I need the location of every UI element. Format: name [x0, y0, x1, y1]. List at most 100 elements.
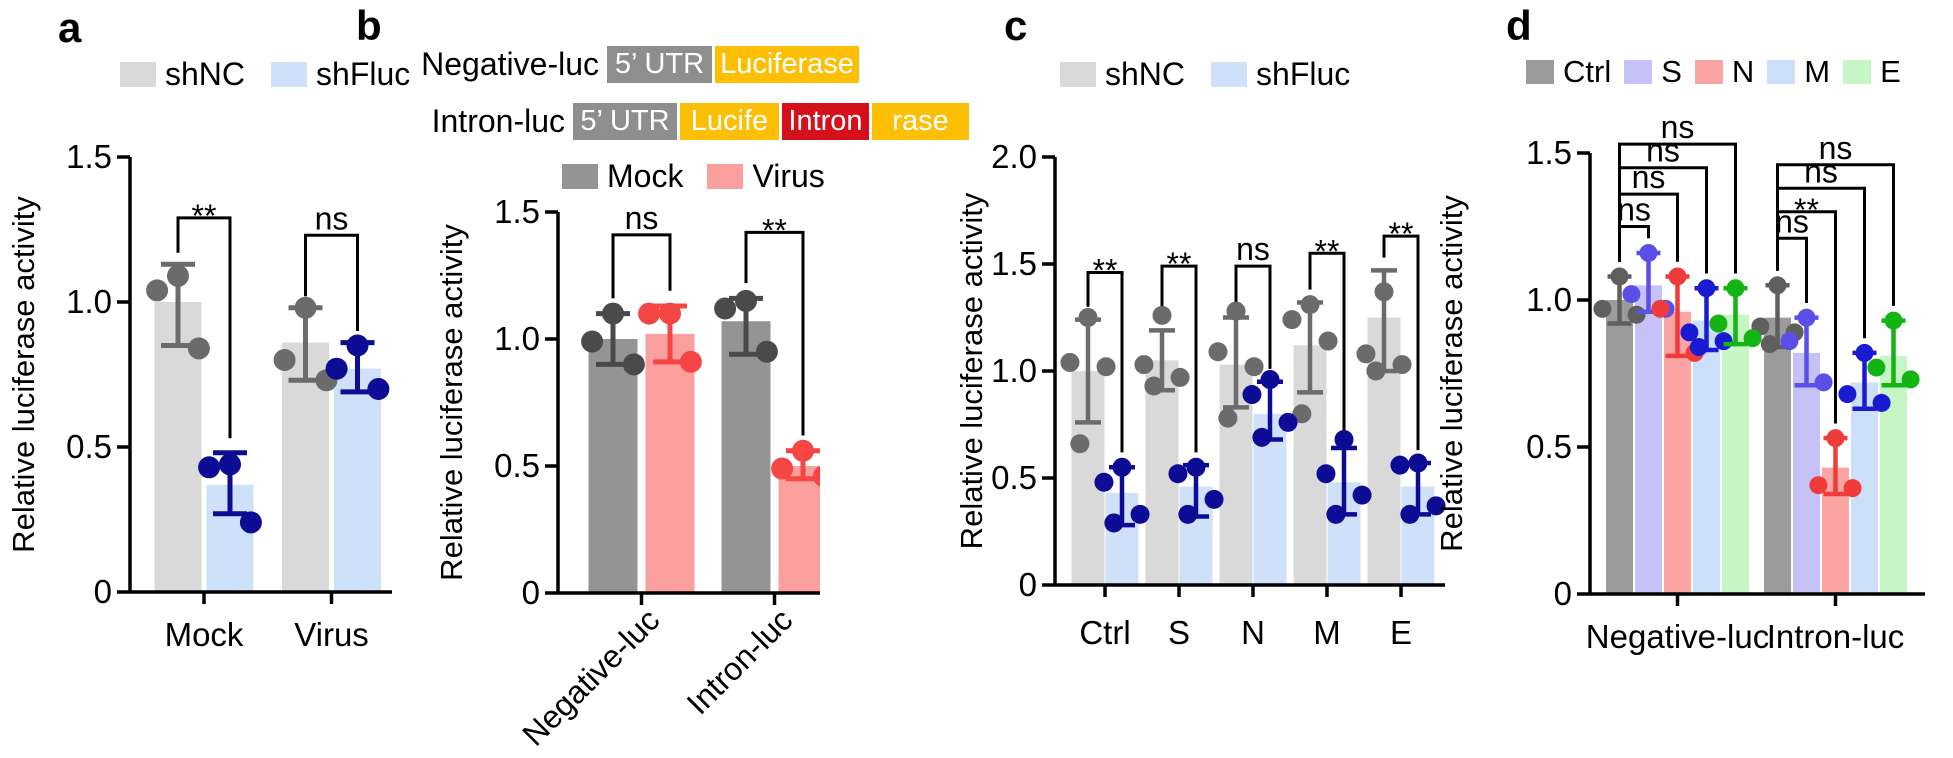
legend-swatch: [1526, 60, 1554, 84]
svg-text:1.5: 1.5: [991, 245, 1037, 282]
svg-text:ns: ns: [1775, 203, 1809, 239]
svg-text:ns: ns: [1632, 159, 1666, 195]
panel-letter-d: d: [1506, 2, 1532, 49]
legend-label: Mock: [607, 158, 684, 194]
svg-text:1.0: 1.0: [991, 352, 1037, 389]
construct-segment-5’ UTR: 5’ UTR: [607, 46, 712, 83]
svg-text:1.0: 1.0: [494, 320, 540, 357]
legend-item-Virus: Virus: [707, 158, 825, 195]
svg-text:ns: ns: [1617, 192, 1651, 228]
svg-text:**: **: [762, 212, 787, 248]
legend-swatch: [1060, 62, 1096, 87]
svg-text:Mock: Mock: [165, 616, 244, 653]
svg-text:Relative luciferase activity: Relative luciferase activity: [1434, 195, 1469, 552]
legend-b: Mock Virus: [562, 158, 825, 195]
svg-text:0: 0: [94, 573, 112, 610]
svg-text:Negative-luc: Negative-luc: [1586, 618, 1769, 655]
construct-segment-rase: rase: [872, 103, 969, 140]
construct-segment-Intron: Intron: [782, 103, 869, 140]
chart-d: nsnsnsnsns**nsns00.51.01.5Negative-lucIn…: [1434, 109, 1925, 655]
panel-letter-b: b: [356, 2, 382, 49]
legend-swatch: [707, 164, 744, 189]
legend-swatch: [1211, 62, 1248, 87]
legend-label: N: [1731, 54, 1755, 89]
svg-text:1.5: 1.5: [494, 193, 540, 230]
legend-item-S: S: [1624, 54, 1682, 90]
svg-text:1.0: 1.0: [1526, 281, 1572, 318]
svg-text:**: **: [192, 198, 217, 234]
legend-swatch: [1694, 60, 1723, 84]
legend-label: E: [1880, 54, 1901, 89]
legend-label: shNC: [1105, 56, 1186, 92]
svg-text:ns: ns: [1804, 153, 1838, 189]
legend-item-shFluc: shFluc: [1211, 56, 1350, 93]
construct-boxes: 5’ UTR Luciferase: [607, 46, 859, 83]
svg-text:Intron-luc: Intron-luc: [680, 601, 800, 721]
legend-label: Virus: [752, 158, 825, 194]
legend-swatch: [1843, 60, 1872, 84]
svg-text:ns: ns: [1236, 231, 1270, 267]
svg-text:**: **: [1794, 192, 1819, 228]
svg-text:0.5: 0.5: [66, 428, 112, 465]
chart-b: ns ** 0 0.5 1.0 1.5 Negative-luc Intron-luc Rela…: [434, 193, 820, 753]
svg-text:0.5: 0.5: [494, 447, 540, 484]
legend-label: shFluc: [1256, 56, 1351, 92]
legend-a: shNC shFluc: [120, 56, 410, 93]
construct-row-Intron-luc: Intron-luc 5’ UTR Lucife Intron rase: [340, 103, 969, 140]
legend-swatch: [562, 164, 598, 189]
panel-letter-c: c: [1004, 2, 1028, 49]
svg-text:ns: ns: [1819, 130, 1853, 166]
legend-label: shFluc: [316, 56, 411, 92]
svg-text:M: M: [1313, 614, 1341, 651]
svg-text:Intron-luc: Intron-luc: [1767, 618, 1905, 655]
svg-text:**: **: [1093, 253, 1118, 289]
svg-text:1.5: 1.5: [66, 138, 112, 175]
svg-text:0: 0: [1554, 575, 1572, 612]
construct-segment-5’ UTR: 5’ UTR: [573, 103, 677, 140]
legend-c: shNC shFluc: [1060, 56, 1350, 93]
construct-label: Negative-luc: [421, 46, 599, 82]
panel-c: c shNC shFluc ** ** ns ** ** 0 0.5 1.0 1.5 2.0 Ctrl S…: [820, 0, 1460, 758]
svg-text:N: N: [1241, 614, 1265, 651]
svg-text:S: S: [1168, 614, 1190, 651]
legend-swatch: [1767, 60, 1796, 84]
svg-text:ns: ns: [315, 200, 349, 236]
svg-text:0.5: 0.5: [1526, 428, 1572, 465]
legend-label: S: [1661, 54, 1682, 89]
panel-letter-a: a: [58, 4, 82, 51]
svg-text:0.5: 0.5: [991, 459, 1037, 496]
legend-item-Ctrl: Ctrl: [1526, 54, 1611, 90]
svg-text:1.5: 1.5: [1526, 134, 1572, 171]
svg-text:2.0: 2.0: [991, 138, 1037, 175]
svg-text:ns: ns: [1646, 133, 1680, 169]
svg-text:ns: ns: [625, 200, 659, 236]
construct-segment-Lucife: Lucife: [680, 103, 779, 140]
svg-text:0: 0: [1019, 566, 1037, 603]
legend-item-shFluc: shFluc: [271, 56, 410, 93]
legend-label: M: [1804, 54, 1831, 89]
svg-text:Relative luciferase activity: Relative luciferase activity: [434, 224, 469, 581]
panel-a: a shNC shFluc ** ns 0 0.5 1.0 1.5 Mock Virus Relat…: [0, 0, 420, 758]
construct-row-Negative-luc: Negative-luc 5’ UTR Luciferase: [340, 46, 859, 83]
svg-text:Relative luciferase activity: Relative luciferase activity: [954, 192, 989, 549]
chart-c: ** ** ns ** ** 0 0.5 1.0 1.5 2.0 Ctrl S N M E Relative …: [954, 138, 1446, 651]
svg-text:Negative-luc: Negative-luc: [515, 601, 666, 752]
svg-text:**: **: [1167, 246, 1192, 282]
svg-text:1.0: 1.0: [66, 283, 112, 320]
svg-text:Relative luciferase activity: Relative luciferase activity: [6, 196, 41, 553]
legend-item-shNC: shNC: [1060, 56, 1185, 93]
construct-boxes: 5’ UTR Lucife Intron rase: [573, 103, 969, 140]
svg-text:**: **: [1389, 216, 1414, 252]
legend-item-N: N: [1694, 54, 1755, 90]
legend-item-Mock: Mock: [562, 158, 683, 195]
legend-label: shNC: [165, 56, 246, 92]
construct-segment-Luciferase: Luciferase: [715, 46, 859, 83]
legend-item-E: E: [1843, 54, 1901, 90]
legend-item-M: M: [1767, 54, 1830, 90]
panel-b: b Negative-luc 5’ UTR Luciferase Intron-luc…: [340, 0, 969, 758]
legend-item-shNC: shNC: [120, 56, 245, 93]
legend-swatch: [120, 62, 156, 87]
construct-label: Intron-luc: [431, 103, 565, 139]
svg-text:Ctrl: Ctrl: [1079, 614, 1130, 651]
